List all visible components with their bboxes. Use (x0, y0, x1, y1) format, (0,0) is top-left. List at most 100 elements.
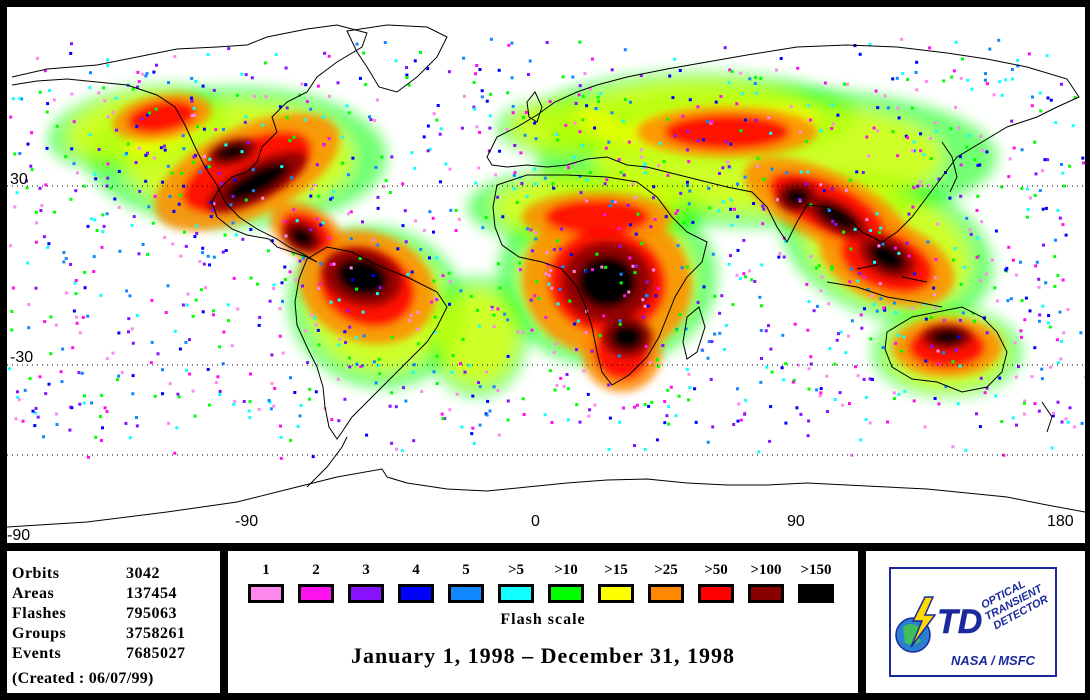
flash-speckle (937, 177, 941, 181)
flash-speckle (289, 438, 293, 442)
flash-speckle (490, 307, 494, 311)
flash-speckle (270, 381, 274, 385)
flash-speckle (302, 256, 305, 260)
flash-speckle (371, 274, 375, 277)
flash-speckle (605, 178, 609, 182)
flash-speckle (984, 272, 988, 276)
flash-speckle (567, 166, 571, 170)
flash-speckle (942, 318, 946, 322)
flash-speckle (1014, 375, 1018, 379)
flash-speckle (40, 204, 44, 207)
flash-speckle (106, 58, 110, 62)
flash-speckle (854, 365, 857, 369)
flash-speckle (31, 409, 35, 413)
flash-speckle (1038, 189, 1042, 193)
flash-speckle (985, 386, 989, 390)
flash-speckle (584, 331, 588, 335)
flash-speckle (38, 90, 42, 94)
flash-speckle (1004, 268, 1008, 272)
otd-emblem: TD OPTICAL TRANSIENT DETECTOR (895, 578, 1050, 653)
flash-speckle (859, 438, 863, 442)
flash-speckle (247, 409, 251, 413)
flash-speckle (926, 240, 930, 244)
flash-speckle (222, 330, 226, 334)
flash-speckle (585, 199, 589, 203)
logo-caption: NASA / MSFC (951, 653, 1036, 668)
flash-speckle (784, 362, 788, 366)
flash-speckle (623, 48, 627, 52)
flash-speckle (706, 356, 710, 360)
flash-speckle (206, 53, 210, 57)
flash-speckle (341, 161, 344, 165)
flash-speckle (298, 259, 302, 263)
flash-speckle (1035, 260, 1039, 264)
flash-speckle (355, 287, 359, 291)
flash-speckle (604, 146, 608, 150)
flash-speckle (579, 191, 583, 195)
flash-speckle (760, 304, 763, 308)
flash-speckle (593, 126, 596, 130)
flash-speckle (39, 209, 43, 212)
flash-speckle (144, 153, 148, 157)
flash-speckle (383, 41, 387, 44)
flash-speckle (818, 394, 822, 398)
flash-speckle (571, 75, 575, 79)
flash-speckle (226, 319, 230, 323)
flash-speckle (338, 337, 342, 341)
flash-speckle (547, 273, 551, 277)
flash-speckle (951, 360, 955, 364)
flash-speckle (748, 77, 752, 81)
flash-speckle (212, 255, 216, 259)
flash-speckle (568, 299, 572, 303)
flash-speckle (1022, 401, 1026, 405)
flash-speckle (990, 258, 994, 262)
flash-speckle (95, 229, 99, 232)
flash-speckle (959, 194, 963, 198)
flash-speckle (188, 372, 192, 376)
flash-speckle (207, 403, 211, 407)
flash-speckle (192, 155, 196, 159)
flash-speckle (410, 270, 414, 274)
flash-speckle (1047, 314, 1051, 317)
flash-speckle (819, 289, 823, 293)
flash-speckle (610, 200, 614, 203)
flash-speckle (783, 239, 787, 243)
flash-scale-swatch (548, 584, 584, 603)
lon-tick-0: 0 (531, 513, 540, 530)
flash-speckle (395, 447, 399, 451)
flash-speckle (537, 297, 541, 301)
flash-speckle (416, 327, 420, 331)
flash-speckle (298, 414, 302, 418)
flash-speckle (475, 125, 479, 129)
flash-speckle (879, 297, 883, 301)
flash-speckle (868, 421, 872, 425)
flash-speckle (603, 182, 607, 186)
flash-speckle (1033, 402, 1037, 406)
flash-speckle (188, 338, 191, 342)
flash-speckle (707, 340, 711, 343)
flash-speckle (769, 405, 773, 409)
flash-speckle (910, 106, 914, 110)
flash-scale-item: >15 (596, 561, 636, 603)
flash-speckle (36, 415, 40, 419)
flash-speckle (515, 201, 519, 204)
flash-speckle (897, 116, 901, 120)
flash-speckle (330, 263, 333, 266)
flash-speckle (617, 227, 621, 231)
flash-speckle (441, 274, 445, 278)
flash-speckle (280, 281, 284, 285)
flash-speckle (527, 73, 530, 76)
flash-scale-swatch (398, 584, 434, 603)
coast-new-zealand (1041, 401, 1053, 433)
lat-tick-minus-90: -90 (7, 527, 31, 543)
flash-speckle (796, 363, 800, 367)
flash-speckle (270, 239, 274, 243)
flash-speckle (534, 137, 538, 141)
flash-speckle (581, 144, 585, 148)
flash-speckle (313, 316, 317, 320)
flash-speckle (965, 216, 969, 220)
flash-speckle (309, 228, 313, 232)
flash-speckle (118, 249, 122, 253)
flash-speckle (919, 149, 923, 153)
flash-speckle (877, 244, 881, 248)
